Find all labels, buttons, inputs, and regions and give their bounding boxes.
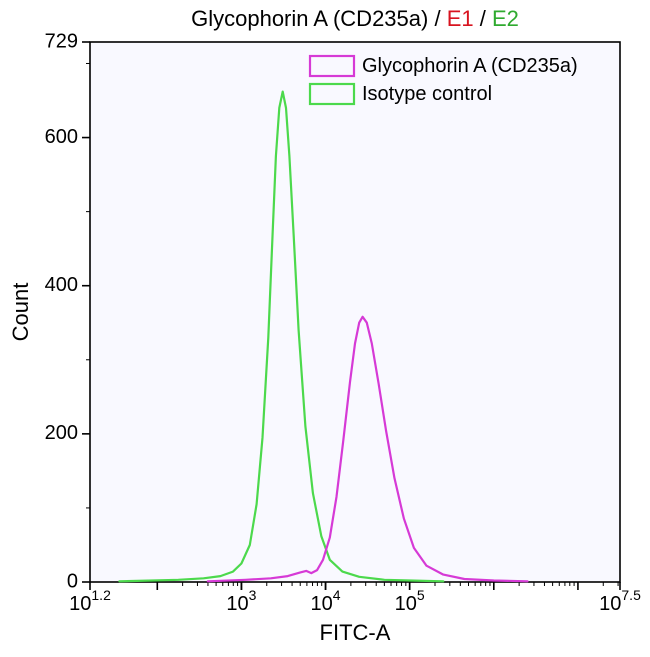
x-tick-label: 107.5	[599, 587, 641, 615]
y-tick-label: 729	[45, 30, 78, 52]
x-tick-label: 103	[226, 587, 256, 615]
chart-svg: 0200400600729101.2103104105107.5FITC-ACo…	[0, 0, 650, 657]
y-tick-label: 200	[45, 422, 78, 444]
x-axis-label: FITC-A	[320, 620, 391, 645]
y-tick-label: 400	[45, 274, 78, 296]
y-tick-label: 600	[45, 126, 78, 148]
title-segment: /	[474, 6, 492, 31]
y-axis-ticks: 0 200 400 600 729	[45, 30, 90, 592]
chart-title: Glycophorin A (CD235a) / E1 / E2	[191, 6, 519, 31]
title-segment: /	[428, 6, 446, 31]
legend-label: Glycophorin A (CD235a)	[362, 55, 578, 77]
plot-area	[90, 42, 620, 582]
title-segment: E1	[447, 6, 474, 31]
x-tick-label: 105	[395, 587, 425, 615]
x-tick-label: 104	[311, 587, 341, 615]
y-tick-label: 0	[67, 570, 78, 592]
y-axis-label: Count	[8, 283, 33, 342]
legend-label: Isotype control	[362, 83, 492, 105]
flow-cytometry-histogram: 0200400600729101.2103104105107.5FITC-ACo…	[0, 0, 650, 657]
title-segment: E2	[492, 6, 519, 31]
title-segment: Glycophorin A (CD235a)	[191, 6, 428, 31]
x-axis-ticks: 101.2103104105107.5	[69, 582, 641, 615]
